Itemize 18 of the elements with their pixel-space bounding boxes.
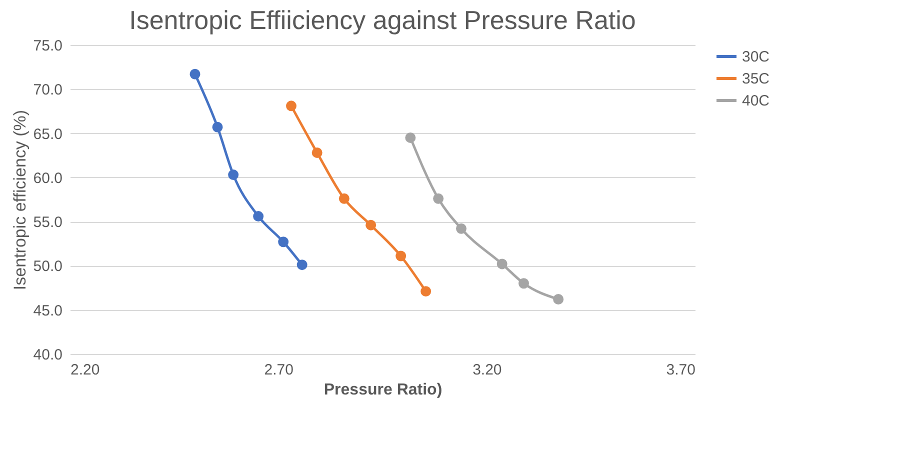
legend-label: 40C [742,92,770,110]
y-tick-label: 75.0 [33,38,62,54]
y-tick-label: 60.0 [33,170,62,187]
y-tick-label: 65.0 [33,126,62,143]
legend-label: 35C [742,70,770,88]
x-tick-label: 3.70 [666,362,696,378]
legend-label: 30C [742,48,770,66]
x-tick-label: 2.70 [264,362,294,378]
x-tick-label: 2.20 [70,362,100,378]
y-tick-label: 40.0 [33,346,62,364]
x-axis-title: Pressure Ratio) [324,382,442,398]
y-tick-label: 45.0 [33,302,62,320]
y-axis-title: Isentropic efficiency (%) [10,110,30,290]
x-tick-label: 3.20 [472,362,502,378]
y-tick-label: 50.0 [33,258,62,276]
y-tick-label: 55.0 [33,214,62,232]
chart-title: Isentropic Effiiciency against Pressure Ratio [129,5,636,35]
y-tick-label: 70.0 [33,82,62,99]
